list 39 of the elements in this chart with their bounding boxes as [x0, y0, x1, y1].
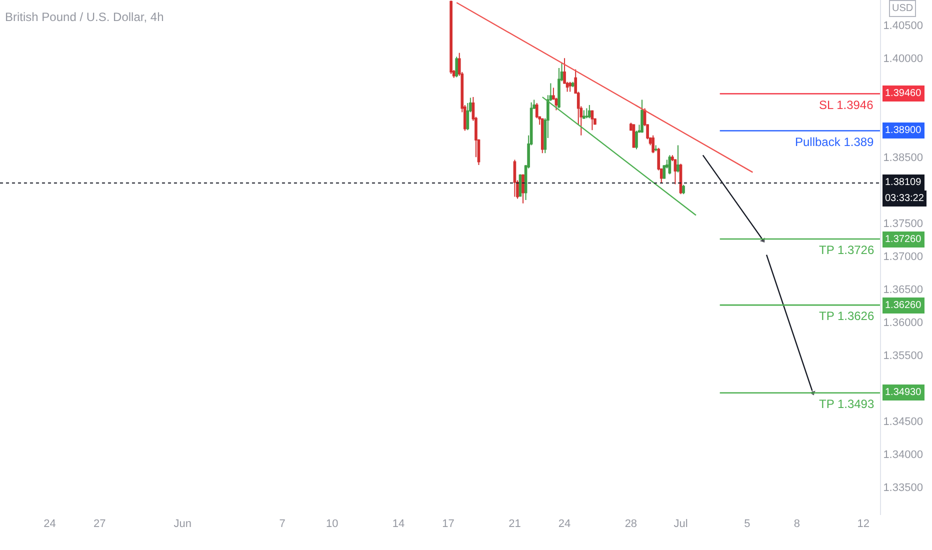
ref-line-label: Pullback 1.389: [795, 135, 874, 149]
text: 03:33:22: [885, 193, 924, 204]
x-tick-label: 5: [744, 518, 750, 530]
annotation: 1.39460: [885, 88, 922, 99]
x-tick-label: 24: [558, 518, 571, 530]
y-tick-label: 1.37000: [883, 251, 923, 264]
annotation: 1.38109: [885, 177, 922, 188]
y-axis-title: USD: [892, 3, 914, 14]
annotation: 1.38900: [885, 125, 922, 136]
x-tick-label: Jun: [174, 518, 192, 530]
text: British Pound / U.S. Dollar, 4h: [5, 10, 164, 24]
x-tick-label: 24: [44, 518, 56, 530]
y-tick-label: 1.37500: [883, 218, 923, 230]
y-tick-label: 1.40000: [883, 52, 923, 65]
ref-line-label: SL 1.3946: [819, 98, 874, 112]
y-tick-label: 1.33500: [883, 482, 923, 494]
x-tick-label: 10: [326, 518, 338, 530]
y-tick-label: 1.40500: [883, 20, 923, 32]
annotation: 1.37260: [885, 234, 922, 245]
x-tick-label: Jul: [674, 518, 688, 530]
ref-line-label: TP 1.3726: [819, 243, 874, 257]
x-tick-label: 21: [508, 518, 521, 530]
x-tick-label: 27: [93, 518, 106, 530]
ref-line-label: TP 1.3493: [819, 397, 874, 411]
y-tick-label: 1.34000: [883, 449, 923, 462]
y-tick-label: 1.36000: [883, 317, 923, 330]
ref-line-label: TP 1.3626: [819, 309, 874, 323]
x-tick-label: 17: [442, 518, 454, 530]
y-tick-label: 1.38500: [883, 152, 923, 164]
y-tick-label: 1.34500: [883, 416, 923, 428]
x-tick-label: 28: [624, 518, 638, 530]
x-tick-label: 12: [857, 518, 870, 530]
x-tick-label: 14: [392, 518, 405, 530]
y-tick-label: 1.36500: [883, 284, 923, 296]
annotation: 1.34930: [885, 387, 922, 398]
x-tick-label: 8: [794, 518, 800, 530]
x-tick-label: 7: [279, 518, 286, 530]
annotation: 1.36260: [885, 300, 922, 311]
y-tick-label: 1.35500: [883, 350, 923, 362]
